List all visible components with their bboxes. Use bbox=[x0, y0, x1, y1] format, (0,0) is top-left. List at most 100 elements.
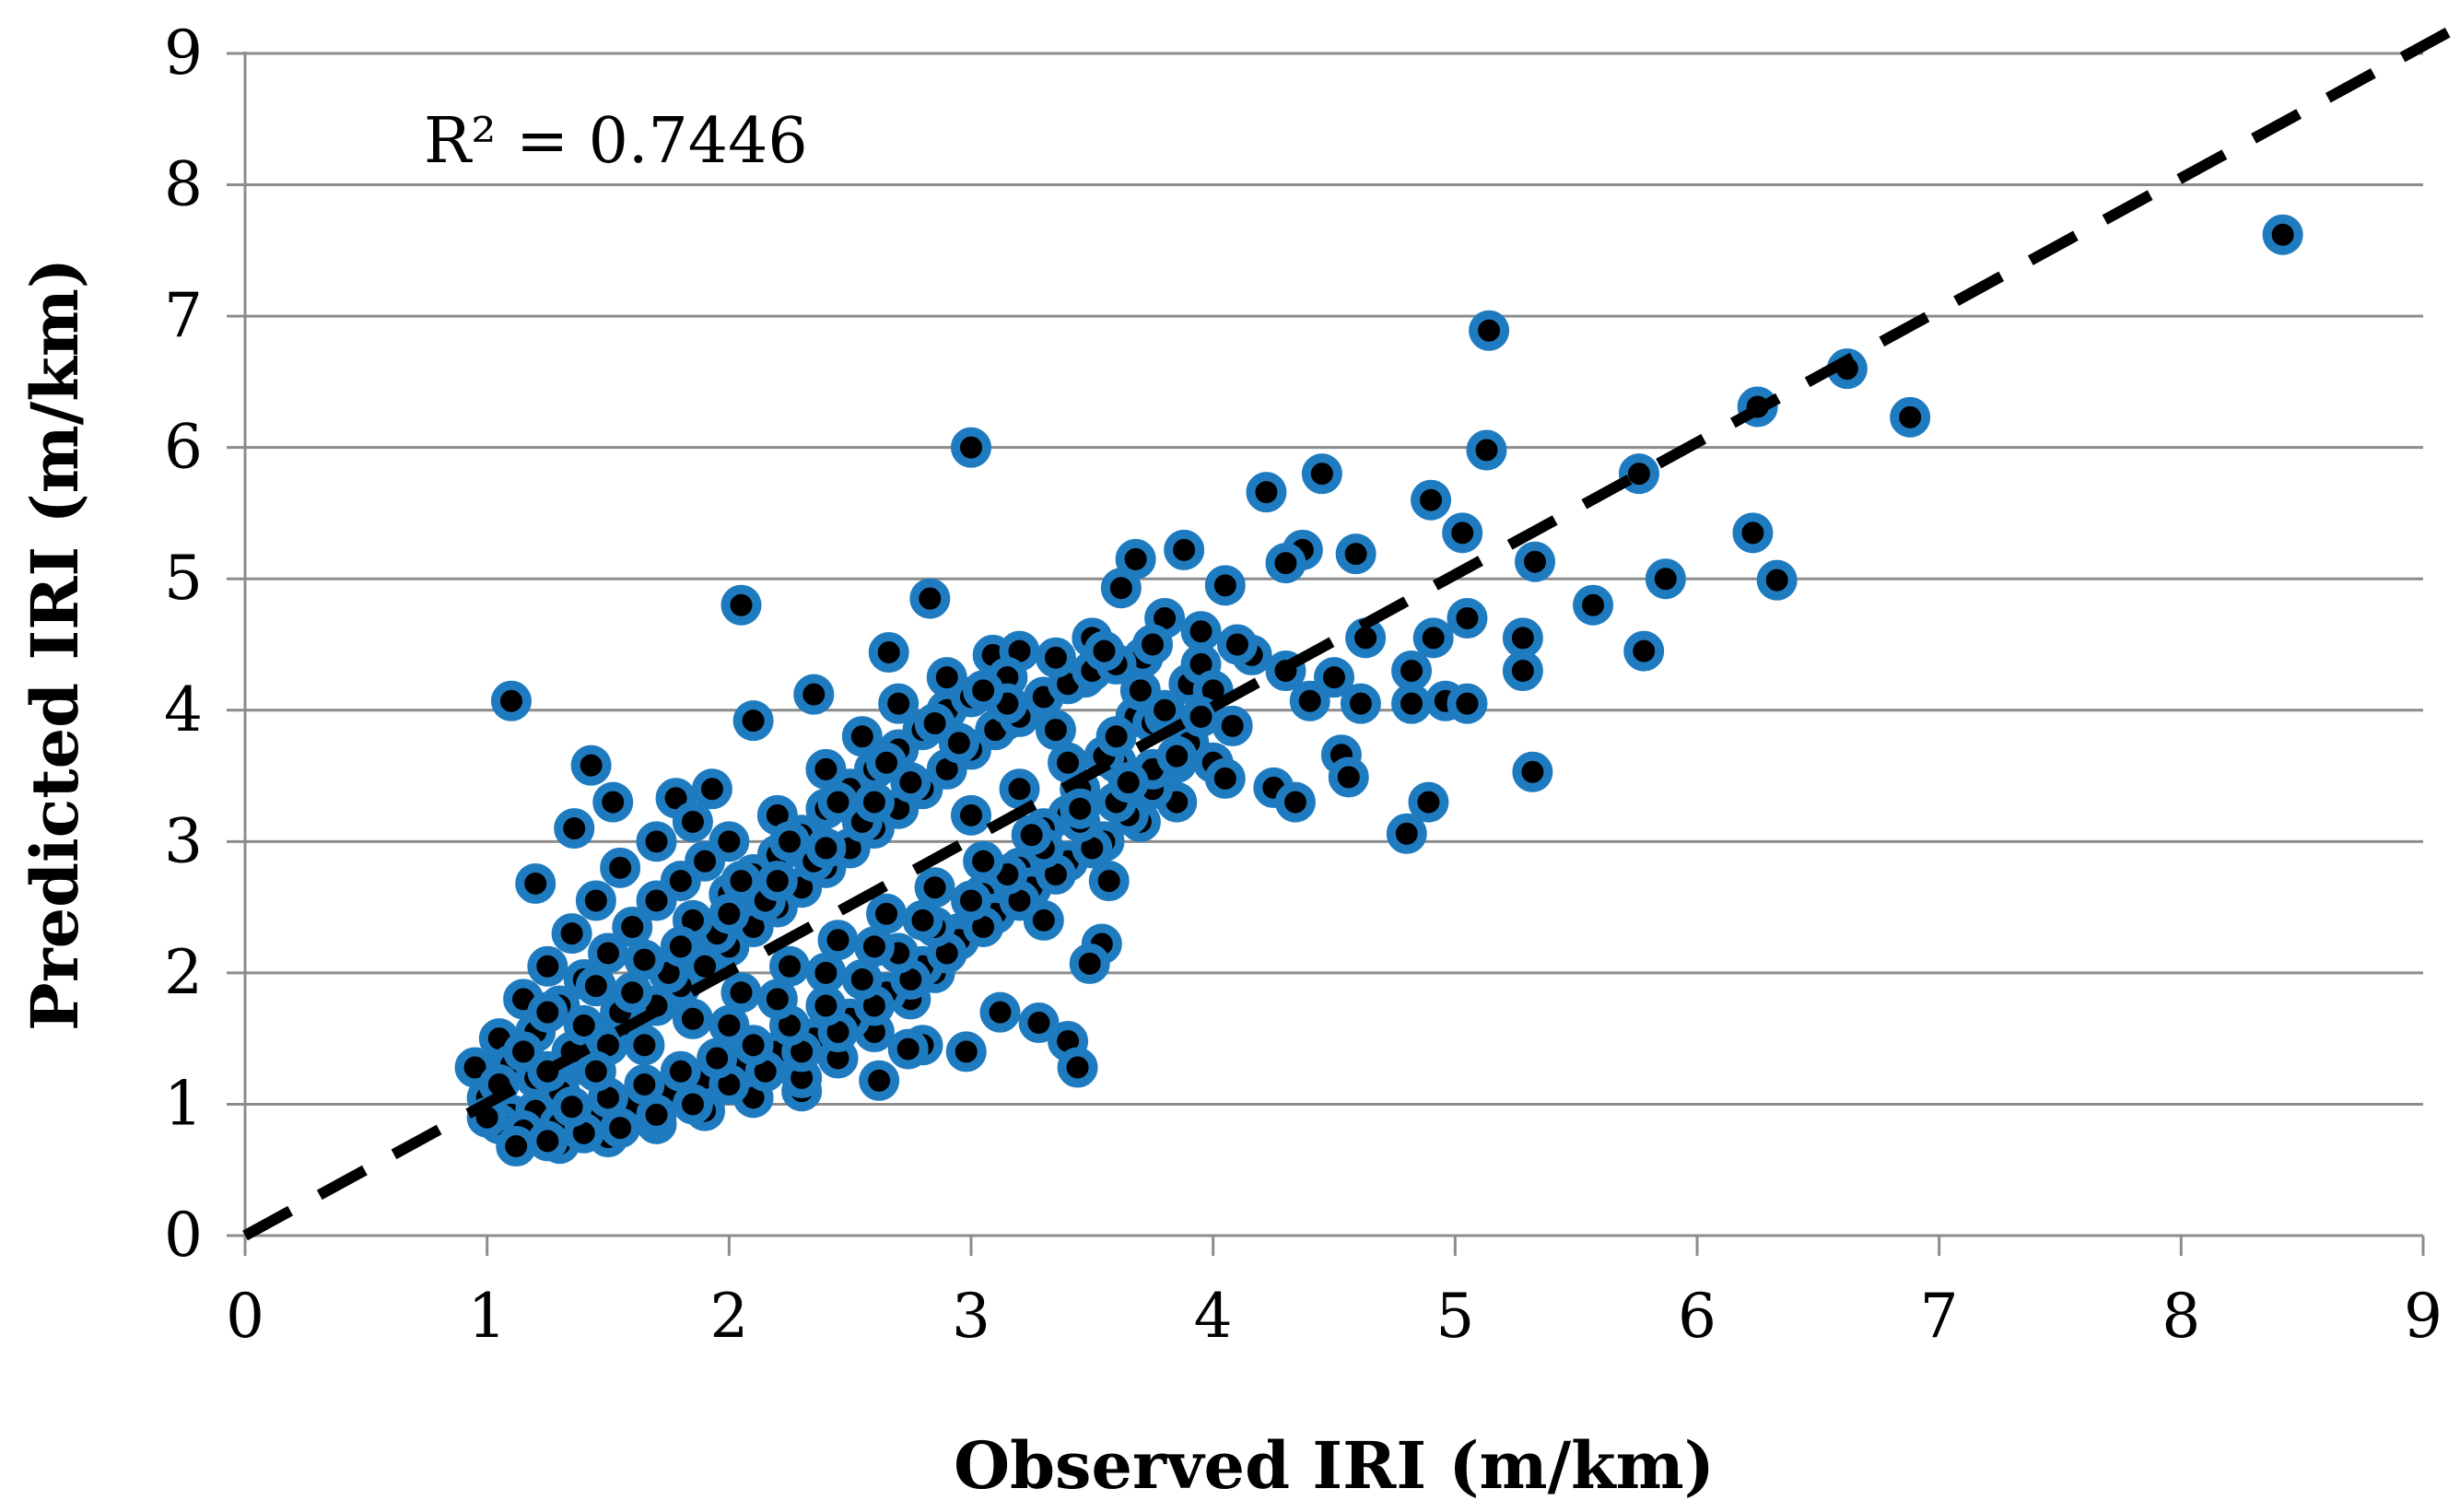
x-tick-label: 2 bbox=[709, 1281, 748, 1352]
data-point bbox=[672, 998, 713, 1039]
y-tick-label: 0 bbox=[164, 1200, 203, 1271]
data-point bbox=[756, 979, 798, 1020]
data-point bbox=[1502, 617, 1543, 659]
data-point bbox=[951, 427, 991, 468]
data-point bbox=[551, 1086, 592, 1128]
x-tick-label: 0 bbox=[226, 1281, 264, 1352]
data-point bbox=[1060, 788, 1101, 829]
data-point bbox=[805, 827, 847, 869]
data-point bbox=[636, 821, 677, 862]
data-point bbox=[793, 674, 835, 715]
data-point bbox=[853, 781, 895, 823]
data-point bbox=[612, 972, 653, 1014]
data-point bbox=[1442, 512, 1483, 554]
data-point bbox=[805, 952, 847, 993]
data-point bbox=[1412, 617, 1454, 659]
data-point bbox=[963, 840, 1004, 882]
data-point bbox=[1623, 630, 1665, 672]
y-tick-label: 9 bbox=[164, 18, 203, 88]
data-point bbox=[732, 700, 774, 742]
data-point bbox=[527, 1120, 568, 1162]
data-point bbox=[660, 1050, 701, 1092]
data-point bbox=[878, 683, 920, 724]
data-point bbox=[1156, 735, 1198, 777]
data-point bbox=[887, 1028, 929, 1070]
x-axis-title: Observed IRI (m/km) bbox=[954, 1427, 1715, 1504]
data-point bbox=[1274, 781, 1316, 823]
data-point bbox=[1469, 310, 1510, 351]
data-point bbox=[1573, 584, 1614, 626]
data-point bbox=[1069, 943, 1110, 984]
data-point bbox=[1088, 861, 1130, 902]
data-point bbox=[624, 1025, 665, 1066]
data-point bbox=[1386, 813, 1427, 854]
data-point bbox=[1132, 624, 1173, 665]
data-point bbox=[1340, 683, 1381, 724]
data-point bbox=[1035, 709, 1076, 751]
x-tick-label: 5 bbox=[1435, 1281, 1474, 1352]
data-point bbox=[817, 920, 859, 961]
data-point bbox=[769, 821, 810, 862]
data-point bbox=[1164, 529, 1205, 570]
data-point bbox=[575, 1050, 616, 1092]
data-point bbox=[554, 808, 595, 850]
data-point bbox=[1057, 1047, 1098, 1088]
data-point bbox=[866, 893, 908, 934]
data-point bbox=[1180, 696, 1222, 737]
data-point bbox=[1466, 429, 1507, 471]
data-point bbox=[805, 985, 847, 1026]
data-point bbox=[1216, 624, 1258, 665]
y-tick-label: 4 bbox=[164, 674, 203, 745]
data-point bbox=[697, 1037, 738, 1079]
data-point bbox=[979, 991, 1021, 1033]
data-point bbox=[588, 932, 628, 974]
data-point bbox=[914, 703, 955, 744]
data-point bbox=[909, 578, 951, 619]
data-point bbox=[624, 939, 665, 980]
data-point bbox=[527, 945, 568, 987]
y-tick-label: 3 bbox=[164, 805, 203, 876]
data-point bbox=[672, 801, 713, 842]
data-point bbox=[1515, 541, 1556, 582]
data-point bbox=[853, 926, 895, 967]
x-tick-label: 9 bbox=[2404, 1281, 2442, 1352]
data-point bbox=[1328, 756, 1369, 798]
x-tick-label: 4 bbox=[1194, 1281, 1233, 1352]
y-axis-title: Predicted IRI (m/km) bbox=[17, 258, 93, 1031]
data-point bbox=[1314, 657, 1354, 698]
data-point bbox=[769, 945, 810, 987]
data-point bbox=[841, 716, 883, 757]
data-point bbox=[1512, 751, 1553, 792]
data-point bbox=[859, 1060, 900, 1101]
data-point bbox=[685, 840, 726, 882]
data-point bbox=[490, 680, 532, 721]
data-point bbox=[592, 781, 634, 823]
data-point bbox=[496, 1126, 537, 1167]
data-point bbox=[866, 742, 908, 783]
x-tick-label: 1 bbox=[468, 1281, 507, 1352]
data-point bbox=[1301, 453, 1342, 495]
data-point bbox=[1447, 683, 1488, 724]
r-squared-annotation: R² = 0.7446 bbox=[424, 105, 808, 178]
data-point bbox=[945, 1031, 987, 1072]
data-point bbox=[709, 1004, 750, 1046]
data-point bbox=[612, 906, 653, 947]
data-point bbox=[1204, 757, 1246, 799]
data-points bbox=[454, 214, 2303, 1167]
data-point bbox=[2262, 214, 2303, 255]
data-point bbox=[672, 1084, 713, 1125]
data-point bbox=[963, 670, 1004, 711]
data-point bbox=[1035, 637, 1076, 678]
y-tick-label: 6 bbox=[164, 412, 203, 483]
data-point bbox=[1246, 472, 1287, 513]
y-tick-label: 8 bbox=[164, 149, 203, 220]
data-point bbox=[1095, 716, 1137, 757]
data-point bbox=[1212, 705, 1253, 746]
data-point bbox=[841, 959, 883, 1001]
data-point bbox=[1107, 762, 1149, 803]
data-point bbox=[1018, 1002, 1060, 1044]
data-point bbox=[691, 768, 732, 810]
data-point bbox=[999, 768, 1040, 810]
